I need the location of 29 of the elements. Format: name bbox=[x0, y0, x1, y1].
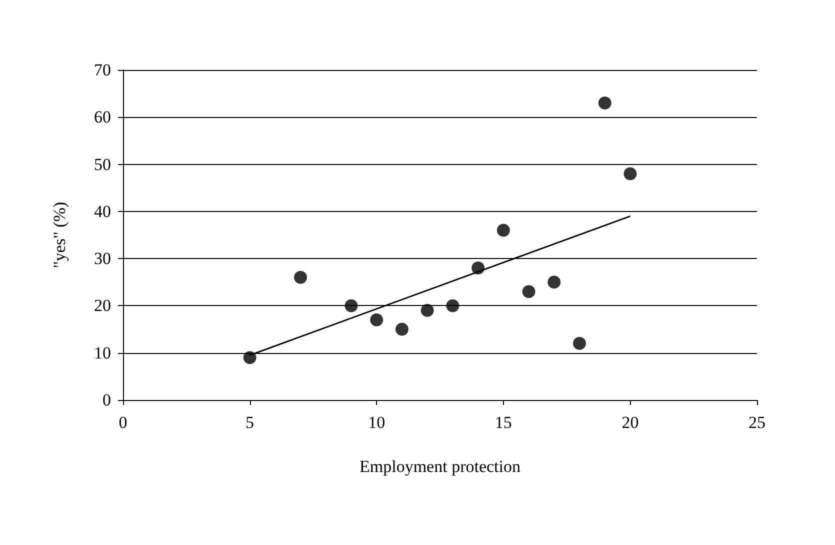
point bbox=[420, 304, 434, 317]
point bbox=[370, 313, 384, 326]
x-axis-title: Employment protection bbox=[360, 457, 521, 476]
point bbox=[294, 270, 308, 284]
y-axis-title: "yes" (%) bbox=[50, 202, 69, 268]
x-tick-label: 25 bbox=[748, 413, 766, 432]
x-tick-label: 5 bbox=[246, 413, 254, 432]
point bbox=[344, 299, 358, 312]
y-tick-label: 50 bbox=[94, 154, 111, 174]
point bbox=[522, 285, 536, 298]
point bbox=[395, 322, 408, 336]
y-tick-label: 0 bbox=[102, 390, 111, 410]
point bbox=[243, 351, 256, 364]
point bbox=[624, 167, 637, 180]
y-tick-label: 70 bbox=[94, 60, 111, 80]
point bbox=[496, 224, 510, 237]
point bbox=[572, 336, 586, 350]
y-tick-label: 20 bbox=[94, 296, 111, 316]
point bbox=[548, 276, 561, 289]
y-tick-label: 60 bbox=[94, 108, 111, 127]
x-tick-label: 10 bbox=[368, 413, 386, 432]
y-tick-label: 40 bbox=[94, 202, 111, 221]
point bbox=[446, 299, 460, 312]
y-tick-label: 30 bbox=[94, 249, 111, 268]
point bbox=[598, 96, 612, 110]
x-tick-label: 20 bbox=[622, 413, 639, 432]
x-tick-label: 0 bbox=[118, 413, 128, 432]
x-tick-label: 15 bbox=[494, 413, 512, 432]
y-tick-label: 10 bbox=[94, 343, 111, 362]
